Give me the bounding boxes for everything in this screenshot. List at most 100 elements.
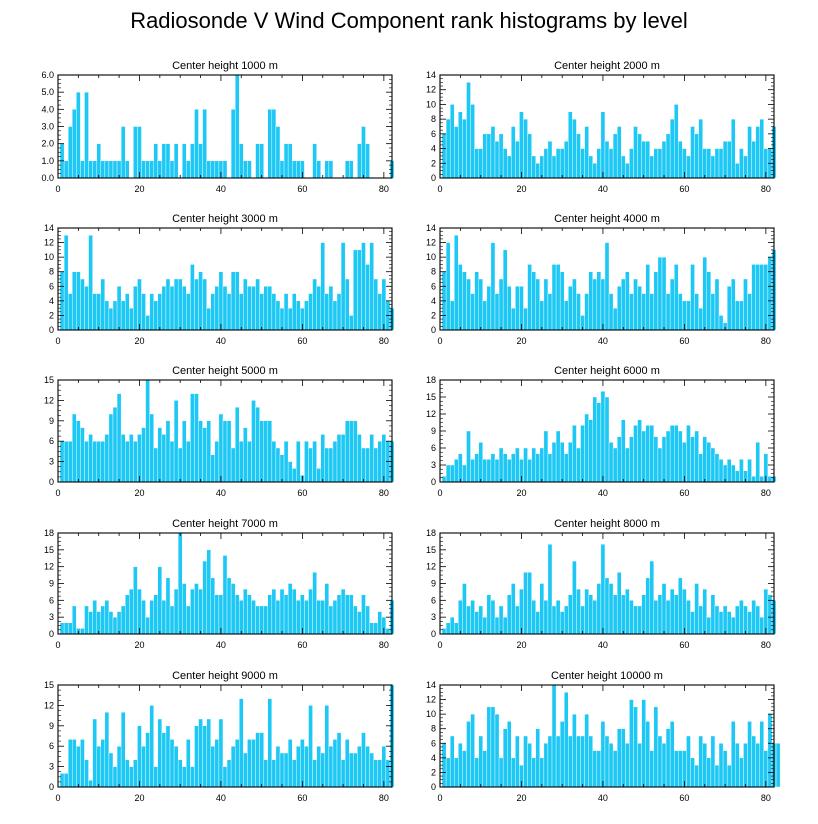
histogram-bar bbox=[462, 464, 467, 483]
histogram-bar bbox=[283, 752, 289, 788]
histogram-bar bbox=[141, 600, 146, 635]
histogram-bar bbox=[153, 447, 158, 483]
y-tick-label: 6 bbox=[49, 436, 54, 446]
histogram-bar bbox=[381, 746, 387, 788]
histogram-bar bbox=[312, 278, 317, 331]
histogram-panel: Center height 4000 m 0 20 40 60 80 0 2 4 6 8 10 12 14 bbox=[426, 213, 777, 346]
histogram-bar bbox=[568, 594, 573, 635]
y-tick-label: 14 bbox=[426, 70, 436, 80]
y-tick-label: 15 bbox=[426, 392, 436, 402]
histogram-bar bbox=[67, 622, 73, 635]
histogram-bar bbox=[454, 459, 459, 483]
histogram-bar bbox=[67, 441, 73, 483]
histogram-bar bbox=[271, 588, 277, 635]
panel-title: Center height 7000 m bbox=[172, 518, 278, 530]
histogram-bar bbox=[462, 750, 467, 788]
histogram-bar bbox=[498, 447, 504, 483]
histogram-bar bbox=[454, 235, 459, 331]
histogram-bar bbox=[580, 148, 585, 179]
histogram-bar bbox=[80, 628, 85, 635]
histogram-bar bbox=[353, 420, 358, 483]
y-tick-label: 4 bbox=[431, 296, 436, 306]
histogram-panel: Center height 1000 m 0 20 40 60 80 0.0 1.0 2.0 3.… bbox=[41, 60, 395, 194]
histogram-bar bbox=[445, 118, 451, 179]
histogram-bar bbox=[653, 600, 659, 635]
histogram-bar bbox=[129, 307, 134, 331]
histogram-bar bbox=[173, 746, 179, 788]
histogram-bar bbox=[296, 300, 301, 331]
histogram-bar bbox=[332, 300, 338, 331]
histogram-bar bbox=[661, 256, 667, 331]
histogram-bar bbox=[551, 684, 557, 788]
histogram-bar bbox=[202, 278, 207, 331]
histogram-bar bbox=[308, 293, 313, 331]
histogram-bar bbox=[112, 300, 118, 331]
histogram-bar bbox=[365, 447, 370, 483]
histogram-bar bbox=[527, 133, 532, 179]
histogram-bar bbox=[498, 605, 504, 635]
histogram-bar bbox=[100, 278, 106, 331]
x-tick-label: 20 bbox=[516, 336, 526, 346]
histogram-bar bbox=[739, 757, 744, 788]
histogram-bar bbox=[271, 109, 277, 179]
histogram-bar bbox=[296, 441, 301, 483]
histogram-bar bbox=[357, 143, 362, 179]
histogram-bar bbox=[731, 278, 736, 331]
histogram-bar bbox=[324, 293, 330, 331]
histogram-bar bbox=[308, 447, 313, 483]
histogram-bar bbox=[515, 735, 520, 788]
histogram-bar bbox=[686, 735, 691, 788]
y-tick-label: 8 bbox=[49, 267, 54, 277]
histogram-bar bbox=[344, 739, 350, 788]
histogram-bar bbox=[206, 718, 211, 788]
histogram-bar bbox=[633, 706, 638, 788]
histogram-bar bbox=[100, 739, 106, 788]
y-tick-label: 0.0 bbox=[41, 173, 54, 183]
histogram-bar bbox=[202, 560, 207, 635]
histogram-bar bbox=[275, 447, 281, 483]
x-tick-label: 80 bbox=[379, 184, 389, 194]
histogram-bar bbox=[564, 300, 569, 331]
y-tick-label: 0 bbox=[49, 477, 54, 487]
histogram-bar bbox=[226, 577, 232, 635]
histogram-bar bbox=[511, 307, 516, 331]
histogram-bar bbox=[206, 160, 211, 179]
histogram-bar bbox=[649, 155, 655, 179]
histogram-bar bbox=[507, 459, 512, 483]
histogram-bar bbox=[714, 278, 720, 331]
histogram-bar bbox=[275, 746, 281, 788]
histogram-bar bbox=[104, 600, 110, 635]
histogram-bar bbox=[633, 425, 638, 483]
histogram-bar bbox=[292, 468, 297, 483]
histogram-bar bbox=[686, 155, 691, 179]
histogram-bar bbox=[731, 616, 736, 635]
histogram-bar bbox=[279, 588, 285, 635]
histogram-bar bbox=[279, 307, 285, 331]
histogram-bar bbox=[596, 271, 602, 331]
histogram-bar bbox=[739, 300, 744, 331]
histogram-bar bbox=[96, 441, 101, 483]
histogram-bar bbox=[373, 622, 378, 635]
histogram-bar bbox=[555, 600, 561, 635]
histogram-bar bbox=[502, 249, 508, 331]
histogram-bar bbox=[694, 133, 699, 179]
histogram-bar bbox=[584, 413, 589, 483]
histogram-bar bbox=[661, 436, 667, 483]
histogram-bar bbox=[153, 594, 158, 635]
histogram-bar bbox=[385, 628, 391, 635]
histogram-panel: Center height 2000 m 0 20 40 60 80 0 2 4 6 8 10 12 14 bbox=[426, 60, 777, 194]
histogram-bar bbox=[698, 453, 703, 483]
histogram-bar bbox=[625, 588, 630, 635]
histogram-bar bbox=[629, 699, 634, 788]
histogram-bar bbox=[592, 396, 598, 483]
histogram-bar bbox=[547, 293, 553, 331]
histogram-bar bbox=[621, 278, 626, 331]
histogram-bar bbox=[247, 160, 252, 179]
histogram-bar bbox=[612, 133, 618, 179]
histogram-bar bbox=[59, 622, 65, 635]
y-tick-label: 1.0 bbox=[41, 156, 54, 166]
histogram-bar bbox=[234, 407, 240, 483]
histogram-bar bbox=[629, 148, 634, 179]
histogram-bar bbox=[255, 143, 260, 179]
